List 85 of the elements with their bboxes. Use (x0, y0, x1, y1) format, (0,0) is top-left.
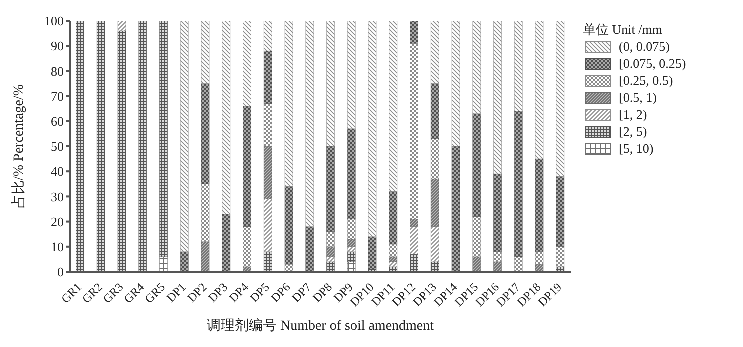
y-tick-label: 40 (51, 164, 64, 180)
bar (472, 114, 482, 217)
y-axis-title: 占比/% Percentage/% (10, 84, 27, 209)
bar (326, 246, 335, 258)
bar (410, 226, 418, 255)
bar (326, 256, 335, 262)
bar (347, 21, 356, 130)
bar (389, 256, 398, 262)
bar (389, 192, 398, 245)
bar (284, 21, 294, 187)
bar (430, 21, 440, 84)
bar (430, 178, 440, 227)
bar (284, 186, 294, 265)
bar (264, 50, 272, 104)
bar (118, 21, 126, 32)
y-tick-label: 90 (51, 38, 64, 54)
legend-label: [1, 2) (619, 106, 648, 123)
legend-label: [0.25, 0.5) (619, 72, 674, 89)
legend-title: 单位 Unit /mm (583, 21, 664, 38)
bar (201, 84, 210, 184)
y-tick-label: 70 (51, 88, 64, 104)
bar (472, 21, 482, 114)
bar (494, 21, 502, 174)
bar (430, 138, 440, 180)
y-tick-label: 50 (51, 139, 64, 154)
bar (264, 199, 272, 252)
bar (243, 106, 252, 227)
bar (389, 21, 398, 192)
bar (243, 21, 252, 106)
bar (472, 256, 482, 272)
bar (201, 184, 210, 242)
bar (472, 216, 482, 258)
y-tick-label: 80 (51, 64, 64, 79)
bar (389, 262, 398, 268)
legend-label: [5, 10) (619, 140, 654, 157)
x-axis-title: 调理剂编号 Number of soil amendment (206, 318, 434, 334)
bar (514, 21, 523, 112)
bar (389, 244, 398, 258)
bar (347, 219, 356, 240)
bar (535, 21, 544, 160)
bar (410, 219, 418, 227)
bar (430, 84, 440, 140)
bar (494, 174, 502, 252)
bar (243, 226, 252, 268)
bar (180, 21, 189, 252)
y-tick-label: 20 (51, 214, 64, 230)
bar (556, 176, 565, 248)
legend-label: [0.075, 0.25) (619, 55, 686, 72)
bar (306, 21, 314, 227)
bar (160, 21, 168, 258)
bar (201, 21, 210, 84)
bar (347, 252, 356, 262)
y-tick-label: 10 (51, 240, 64, 255)
bar (410, 21, 418, 44)
bar (326, 21, 335, 147)
bar (326, 146, 335, 232)
bar (326, 232, 335, 248)
bar (264, 104, 272, 147)
bar (514, 111, 523, 258)
x-tick-label: GR1 (58, 280, 85, 306)
bar (368, 21, 377, 238)
y-tick-label: 60 (51, 114, 64, 130)
bar (535, 252, 544, 265)
legend-label: [2, 5) (619, 123, 648, 140)
bar (347, 239, 356, 248)
bar (264, 21, 272, 52)
bar (452, 21, 460, 147)
y-tick-label: 100 (44, 14, 64, 29)
legend-label: (0, 0.075) (619, 38, 670, 55)
bar (514, 256, 523, 272)
legend-label: [0.5, 1) (619, 89, 657, 106)
bar (347, 246, 356, 252)
bar (535, 158, 544, 252)
bar (222, 21, 231, 214)
bar (201, 242, 210, 272)
bar (410, 43, 418, 220)
bar (347, 128, 356, 220)
bar (494, 252, 502, 262)
bar (556, 21, 565, 177)
y-tick-label: 30 (51, 189, 64, 204)
bar (160, 256, 168, 272)
bar (556, 246, 565, 268)
bar (430, 226, 440, 262)
y-tick-label: 0 (58, 264, 64, 280)
bar (264, 146, 272, 200)
